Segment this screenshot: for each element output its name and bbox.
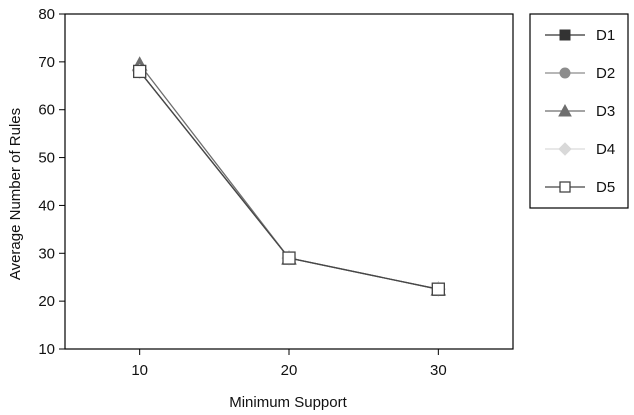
y-axis-title: Average Number of Rules [7,108,24,280]
y-tick-label: 10 [38,341,55,358]
y-tick-label: 50 [38,150,55,167]
legend-marker [558,103,572,117]
y-tick-label: 20 [38,293,55,310]
x-axis-title: Minimum Support [229,394,347,411]
y-tick-label: 30 [38,245,55,262]
legend-item-d3: D3 [545,103,615,120]
plot-area [64,13,514,350]
series-layer [131,56,447,297]
x-axis: 10 20 30 [131,349,447,379]
legend-marker [559,29,571,41]
data-point-d5 [282,251,296,265]
legend-label: D4 [596,141,615,158]
y-tick-label: 40 [38,197,55,214]
legend-item-d1: D1 [545,27,615,44]
y-tick-label: 60 [38,102,55,119]
legend-label: D3 [596,103,615,120]
data-point-d5 [431,282,445,296]
plot-frame [64,13,514,350]
legend-label: D2 [596,65,615,82]
y-axis: 10 20 30 40 50 60 70 80 [38,6,65,358]
legend-item-d2: D2 [545,65,615,82]
y-tick-label: 80 [38,6,55,23]
legend: D1 D2 D3 D4 D5 [529,13,629,209]
y-tick-label: 70 [38,54,55,71]
legend-label: D1 [596,27,615,44]
x-tick-label: 10 [131,362,148,379]
series-d5 [133,64,445,296]
legend-marker [559,67,571,79]
legend-marker [558,142,572,156]
legend-item-d5: D5 [545,179,615,196]
data-point-d5 [133,64,147,79]
legend-label: D5 [596,179,615,196]
x-tick-label: 20 [281,362,298,379]
legend-item-d4: D4 [545,141,615,158]
x-tick-label: 30 [430,362,447,379]
legend-marker [559,181,571,193]
